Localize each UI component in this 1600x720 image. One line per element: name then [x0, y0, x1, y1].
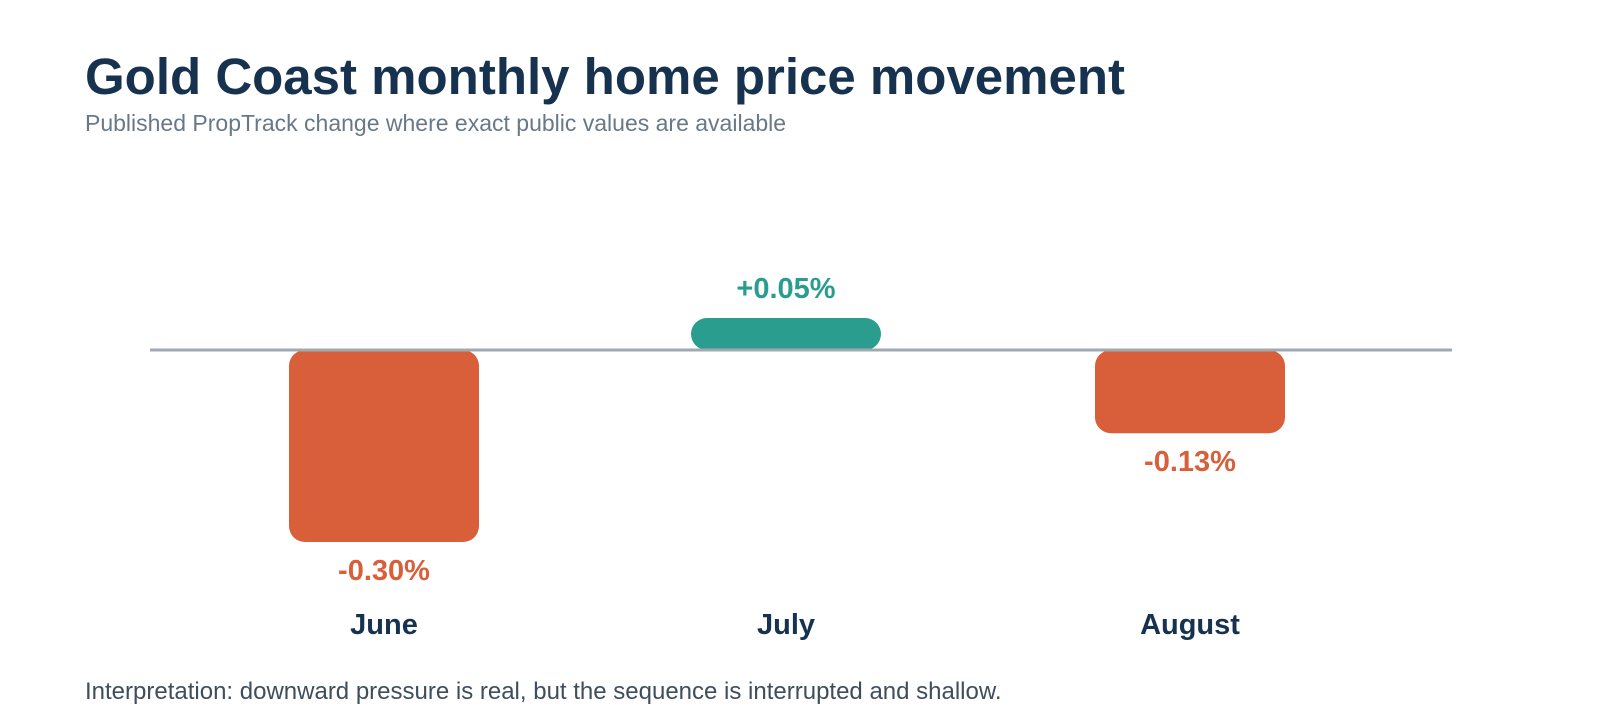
bar-july: [691, 318, 881, 350]
category-label-june: June: [350, 609, 418, 641]
value-label-june: -0.30%: [338, 555, 430, 587]
bar-june: [289, 350, 479, 542]
value-label-july: +0.05%: [736, 273, 835, 305]
interpretation-note: Interpretation: downward pressure is rea…: [85, 678, 1002, 705]
bars-group: [289, 318, 1285, 542]
value-label-august: -0.13%: [1144, 446, 1236, 478]
category-label-july: July: [757, 609, 815, 641]
chart-subtitle: Published PropTrack change where exact p…: [85, 110, 787, 136]
category-label-august: August: [1140, 609, 1240, 641]
chart-title: Gold Coast monthly home price movement: [85, 48, 1125, 105]
bar-august: [1095, 350, 1285, 434]
labels-group: -0.30% June +0.05% July -0.13% August: [338, 273, 1240, 641]
